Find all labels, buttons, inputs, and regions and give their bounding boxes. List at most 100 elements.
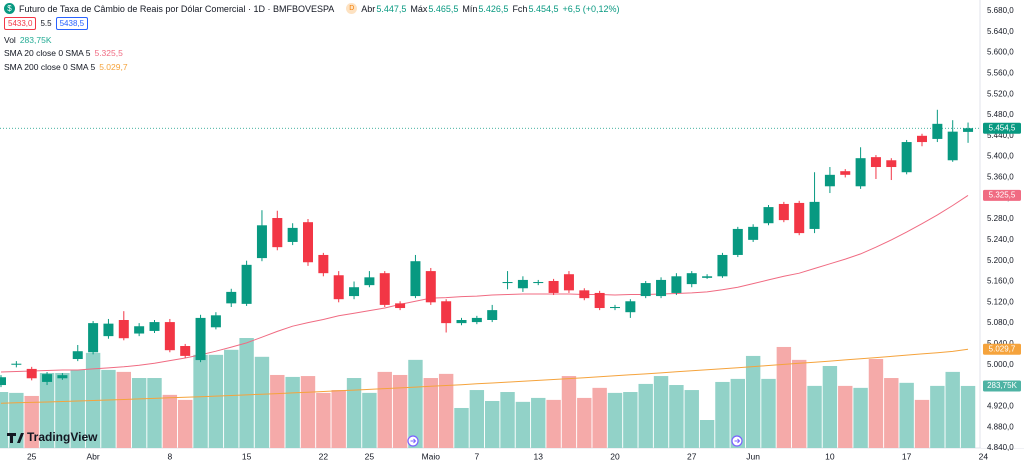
candle-body xyxy=(72,351,83,360)
volume-bar xyxy=(884,378,899,448)
x-tick-label: Jun xyxy=(746,451,760,461)
volume-bar xyxy=(392,374,408,448)
y-tick-label: 5.560,0 xyxy=(987,68,1014,77)
volume-bar xyxy=(131,378,147,448)
candle-body xyxy=(610,306,620,309)
candle-body xyxy=(26,368,37,379)
candle-body xyxy=(410,261,421,297)
y-tick-label: 5.680,0 xyxy=(987,6,1014,15)
volume-bar xyxy=(868,358,884,448)
volume-bar xyxy=(745,355,761,448)
volume-bar xyxy=(300,376,316,448)
volume-name: Vol xyxy=(4,35,16,45)
price-badge xyxy=(983,122,1021,134)
y-tick-label: 5.000,0 xyxy=(987,360,1014,369)
candle-layer xyxy=(0,109,974,388)
y-tick-label: 4.920,0 xyxy=(987,401,1014,410)
candle-body xyxy=(210,315,221,328)
y-tick-label: 5.440,0 xyxy=(987,131,1014,140)
buy-button[interactable]: 5438,5 xyxy=(55,17,89,30)
price-badge xyxy=(983,343,1021,355)
change: +6,5 (+0,12%) xyxy=(562,3,620,14)
interval-badge: D xyxy=(346,3,358,14)
volume-bar xyxy=(423,378,438,448)
sma20-name: SMA 20 close 0 SMA 5 xyxy=(4,48,91,58)
indicator-layer xyxy=(0,194,969,404)
volume-bar xyxy=(623,392,638,448)
candle-body xyxy=(917,135,927,143)
ohlc-value: 5.465,5 xyxy=(428,3,459,14)
volume-bar xyxy=(316,392,331,448)
candle-body xyxy=(517,279,528,289)
price-badge-label: 5.454,5 xyxy=(989,123,1016,132)
ohlc-label: Máx xyxy=(410,3,428,14)
candle-body xyxy=(241,264,252,304)
candle-body xyxy=(963,128,974,132)
candle-body xyxy=(0,377,6,386)
x-tick-label: 20 xyxy=(610,451,620,461)
candle-body xyxy=(502,282,513,284)
volume-legend: Vol 283,75K xyxy=(4,35,52,45)
y-tick-label: 5.120,0 xyxy=(987,297,1014,306)
volume-bar xyxy=(147,378,162,448)
volume-bar xyxy=(807,385,822,448)
price-badge xyxy=(983,380,1021,392)
candle-body xyxy=(272,218,283,248)
candle-body xyxy=(287,227,298,242)
candle-body xyxy=(303,222,313,263)
candle-body xyxy=(748,226,759,240)
x-tick-label: Maio xyxy=(422,451,441,461)
candle-body xyxy=(717,254,728,277)
y-tick-label: 4.840,0 xyxy=(987,443,1014,452)
candle-body xyxy=(226,291,237,304)
volume-bar xyxy=(653,376,669,448)
volume-bar xyxy=(362,392,377,448)
price-badge xyxy=(983,189,1021,201)
candle-body xyxy=(42,374,53,382)
candle-body xyxy=(441,301,452,324)
price-badge-label: 5.325,5 xyxy=(989,190,1016,199)
y-tick-label: 5.080,0 xyxy=(987,318,1014,327)
trade-line: 5433,0 5.5 5438,5 xyxy=(4,17,89,30)
ohlc-label: Abr xyxy=(361,3,376,14)
volume-bar xyxy=(70,369,85,448)
sma200-name: SMA 200 close 0 SMA 5 xyxy=(4,62,96,72)
volume-bar xyxy=(162,394,178,448)
candle-body xyxy=(456,320,467,324)
volume-bar xyxy=(914,399,930,448)
volume-bar xyxy=(930,385,945,448)
candle-body xyxy=(395,303,406,309)
volume-value: 283,75K xyxy=(19,35,52,45)
candle-body xyxy=(195,317,206,361)
volume-bar xyxy=(515,401,531,448)
x-tick-label: 27 xyxy=(687,451,697,461)
sma-line xyxy=(0,348,969,404)
volume-bar xyxy=(101,369,116,448)
symbol-title: Futuro de Taxa de Câmbio de Reais por Dó… xyxy=(19,3,335,14)
y-tick-label: 5.160,0 xyxy=(987,277,1014,286)
candle-body xyxy=(533,282,544,284)
volume-bar xyxy=(761,378,776,448)
candle-body xyxy=(57,375,68,379)
volume-bar xyxy=(546,399,561,448)
volume-bar xyxy=(792,359,807,448)
volume-bar xyxy=(469,390,485,448)
volume-bar xyxy=(960,385,976,448)
volume-bar xyxy=(684,390,699,448)
header-line: $ Futuro de Taxa de Câmbio de Reais por … xyxy=(4,3,620,14)
volume-bar xyxy=(838,385,853,448)
volume-bar xyxy=(193,354,208,448)
candle-body xyxy=(471,317,482,323)
y-tick-label: 4.880,0 xyxy=(987,422,1014,431)
volume-bar xyxy=(270,374,285,448)
logo-text: TradingView xyxy=(27,430,98,444)
x-tick-label: 13 xyxy=(534,451,544,461)
volume-bar xyxy=(454,407,469,448)
volume-bar xyxy=(500,392,515,448)
y-tick-label: 5.600,0 xyxy=(987,48,1014,57)
sell-button[interactable]: 5433,0 xyxy=(4,17,37,30)
y-tick-label: 5.040,0 xyxy=(987,339,1014,348)
y-tick-label: 5.400,0 xyxy=(987,152,1014,161)
y-tick-label: 5.520,0 xyxy=(987,89,1014,98)
volume-bar xyxy=(531,397,546,448)
